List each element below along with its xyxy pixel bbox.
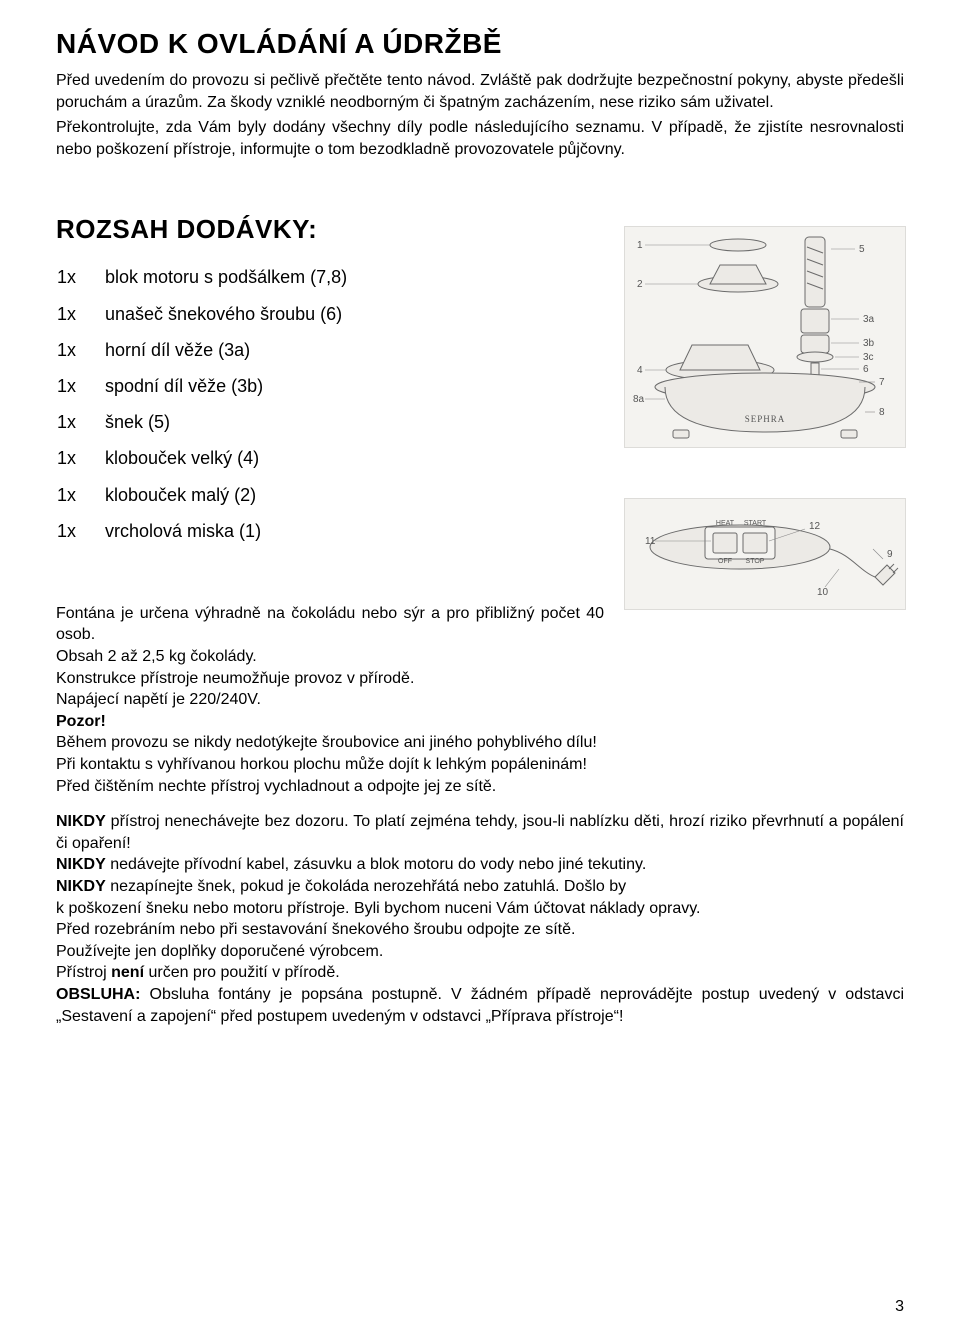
warning-line: Přístroj není určen pro použití v přírod… [56,962,904,984]
warning-heading: Pozor! [56,711,904,733]
warning-line: Před čištěním nechte přístroj vychladnou… [56,776,904,798]
svg-text:8: 8 [879,407,885,418]
svg-text:OFF: OFF [718,558,732,565]
item-desc: klobouček velký (4) [104,440,348,476]
svg-text:3b: 3b [863,338,875,349]
item-qty: 1x [56,513,104,549]
table-row: 1xunašeč šnekového šroubu (6) [56,296,348,332]
svg-text:11: 11 [645,536,656,547]
item-qty: 1x [56,404,104,440]
intro-paragraph-2: Překontrolujte, zda Vám byly dodány všec… [56,117,904,160]
usage-line: Konstrukce přístroje neumožňuje provoz v… [56,668,604,690]
warning-line: NIKDY nezapínejte šnek, pokud je čokolád… [56,876,904,898]
svg-text:9: 9 [887,549,893,560]
usage-line: Obsah 2 až 2,5 kg čokolády. [56,646,604,668]
scope-heading: ROZSAH DODÁVKY: [56,214,604,245]
warning-line: OBSLUHA: Obsluha fontány je popsána post… [56,984,904,1027]
table-row: 1xšnek (5) [56,404,348,440]
item-desc: šnek (5) [104,404,348,440]
svg-text:8a: 8a [633,394,645,405]
svg-text:3c: 3c [863,352,874,363]
warning-line: Před rozebráním nebo při sestavování šne… [56,919,904,941]
table-row: 1xklobouček velký (4) [56,440,348,476]
item-qty: 1x [56,440,104,476]
item-qty: 1x [56,368,104,404]
item-desc: klobouček malý (2) [104,477,348,513]
svg-text:STOP: STOP [746,558,765,565]
page-number: 3 [895,1298,904,1316]
warning-line: NIKDY přístroj nenechávejte bez dozoru. … [56,811,904,854]
item-qty: 1x [56,259,104,295]
svg-text:HEAT: HEAT [716,520,735,527]
warning-line: Při kontaktu s vyhřívanou horkou plochu … [56,754,904,776]
table-row: 1xspodní díl věže (3b) [56,368,348,404]
svg-text:1: 1 [637,240,643,251]
item-desc: horní díl věže (3a) [104,332,348,368]
svg-text:2: 2 [637,279,643,290]
item-desc: vrcholová miska (1) [104,513,348,549]
item-desc: blok motoru s podšálkem (7,8) [104,259,348,295]
table-row: 1xvrcholová miska (1) [56,513,348,549]
usage-line: Napájecí napětí je 220/240V. [56,689,604,711]
warning-line: NIKDY nedávejte přívodní kabel, zásuvku … [56,854,904,876]
usage-line: Fontána je určena výhradně na čokoládu n… [56,603,604,646]
table-row: 1xklobouček malý (2) [56,477,348,513]
intro-paragraph-1: Před uvedením do provozu si pečlivě přeč… [56,70,904,113]
warnings-block: Pozor! Během provozu se nikdy nedotýkejt… [56,711,904,1027]
usage-block: Fontána je určena výhradně na čokoládu n… [56,603,604,711]
assembly-diagram: SEPHRA 1 2 4 8a 5 3a 3b 3c 6 7 8 [624,226,906,448]
svg-text:4: 4 [637,365,643,376]
svg-text:12: 12 [809,521,821,532]
page-title: NÁVOD K OVLÁDÁNÍ A ÚDRŽBĚ [56,28,904,60]
table-row: 1xhorní díl věže (3a) [56,332,348,368]
svg-text:START: START [744,520,767,527]
svg-text:5: 5 [859,244,865,255]
svg-text:3a: 3a [863,314,875,325]
item-desc: unašeč šnekového šroubu (6) [104,296,348,332]
item-qty: 1x [56,296,104,332]
warning-line: Používejte jen doplňky doporučené výrobc… [56,941,904,963]
controls-diagram: HEAT START OFF STOP 11 12 9 10 [624,498,906,610]
item-qty: 1x [56,477,104,513]
item-desc: spodní díl věže (3b) [104,368,348,404]
svg-text:SEPHRA: SEPHRA [745,414,786,424]
warning-line: k poškození šneku nebo motoru přístroje.… [56,898,904,920]
svg-text:10: 10 [817,587,829,598]
svg-text:7: 7 [879,377,885,388]
svg-text:6: 6 [863,364,869,375]
item-qty: 1x [56,332,104,368]
scope-table: 1xblok motoru s podšálkem (7,8) 1xunašeč… [56,259,348,549]
warning-line: Během provozu se nikdy nedotýkejte šroub… [56,732,904,754]
table-row: 1xblok motoru s podšálkem (7,8) [56,259,348,295]
